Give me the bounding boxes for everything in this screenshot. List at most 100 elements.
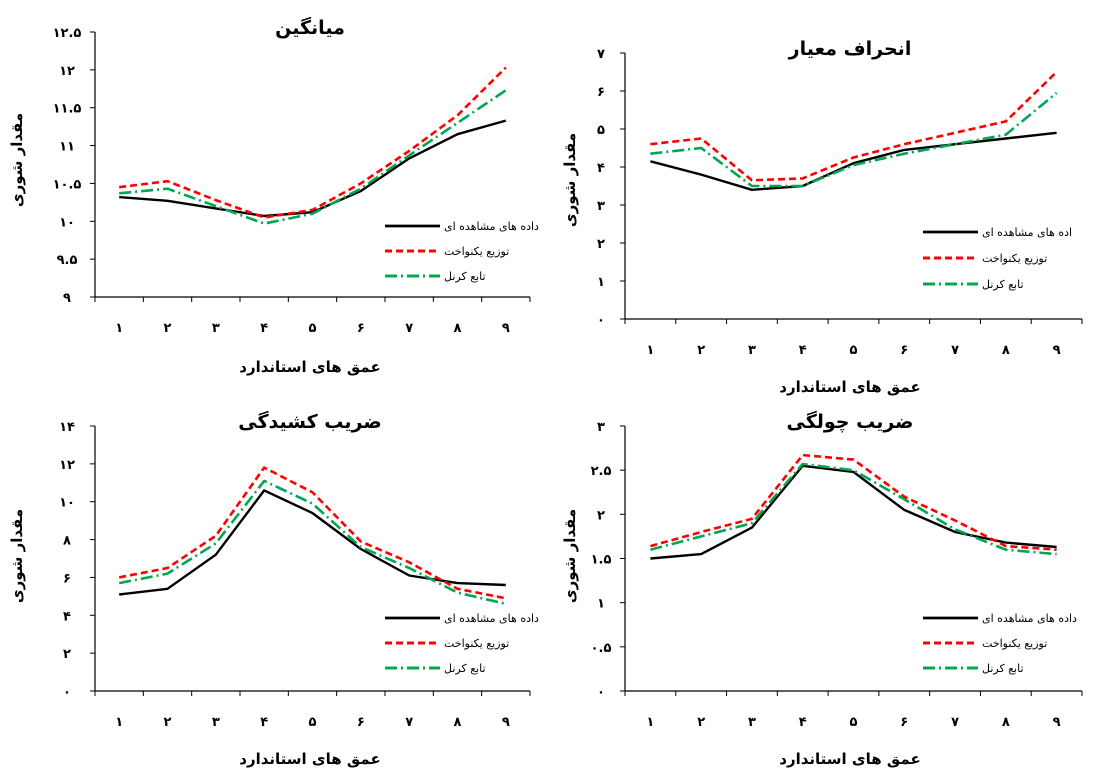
x-tick-label: ۷ [951, 715, 959, 730]
y-tick-label: ۲ [597, 237, 605, 252]
x-tick-label: ۹ [502, 321, 510, 336]
x-axis-label: عمق های استاندارد [239, 358, 380, 376]
x-tick-label: ۹ [1053, 715, 1061, 730]
y-tick-label: ۴ [63, 609, 71, 624]
legend-label-3: تابع کرنل [982, 662, 1024, 675]
legend-label-3: تابع کرنل [444, 270, 486, 283]
x-tick-label: ۶ [357, 715, 365, 730]
y-tick-label: ۲.۵ [591, 464, 612, 479]
x-tick-label: ۲ [697, 715, 705, 730]
series-line-3 [119, 481, 506, 604]
legend-label-1: داده های مشاهده ای [982, 612, 1077, 625]
legend-label-1: اده های مشاهده ای [982, 226, 1072, 239]
x-tick-label: ۸ [454, 321, 462, 336]
legend: داده های مشاهده ای توزیع یکنواخت تابع کرنل [923, 612, 1077, 675]
x-tick-label: ۹ [502, 715, 510, 730]
y-tick-label: ۱۰ [59, 496, 75, 511]
x-tick-label: ۶ [900, 343, 908, 358]
chart-title: ضریب چولگی [786, 410, 913, 433]
y-tick-label: ۰ [597, 685, 605, 700]
series-line-2 [650, 455, 1056, 550]
x-tick-label: ۲ [697, 343, 705, 358]
series-line-3 [119, 90, 506, 223]
legend-label-2: توزیع یکنواخت [444, 245, 509, 258]
series-line-1 [119, 490, 506, 594]
y-tick-label: ۱۲ [59, 458, 75, 473]
series-line-1 [119, 121, 506, 216]
y-tick-label: ۱.۵ [591, 553, 612, 568]
legend-label-1: داده های مشاهده ای [444, 220, 539, 233]
x-axis-label: عمق های استاندارد [779, 750, 920, 768]
x-tick-label: ۸ [454, 715, 462, 730]
legend-label-3: تابع کرنل [444, 662, 486, 675]
y-tick-label: ۷ [597, 47, 605, 62]
legend: اده های مشاهده ای توزیع یکنواخت تابع کرنل [923, 226, 1072, 291]
y-tick-label: ۲ [597, 508, 605, 523]
x-tick-label: ۳ [212, 321, 220, 336]
y-tick-label: ۱ [597, 597, 605, 612]
series-line-2 [119, 68, 506, 218]
chart-title: میانگین [275, 16, 345, 39]
series-line-1 [650, 133, 1056, 190]
y-tick-label: ۱۰ [59, 215, 75, 230]
y-tick-label: ۹ [63, 291, 71, 306]
x-tick-label: ۲ [164, 321, 172, 336]
series-line-2 [119, 468, 506, 599]
x-tick-label: ۸ [1002, 715, 1010, 730]
x-tick-label: ۴ [799, 343, 807, 358]
y-axis-label: مقدار شوری [8, 113, 26, 207]
chart-title: ضریب کشیدگی [238, 410, 381, 433]
x-tick-label: ۶ [357, 321, 365, 336]
x-tick-label: ۷ [405, 715, 413, 730]
y-tick-label: ۶ [597, 85, 605, 100]
x-tick-label: ۳ [212, 715, 220, 730]
y-tick-label: ۱۴ [59, 420, 75, 435]
x-tick-label: ۱ [646, 343, 654, 358]
legend-label-1: داده های مشاهده ای [444, 612, 539, 625]
x-tick-label: ۸ [1002, 343, 1010, 358]
x-tick-label: ۵ [309, 715, 317, 730]
y-tick-label: ۸ [63, 534, 71, 549]
x-tick-label: ۵ [850, 715, 858, 730]
y-tick-label: ۴ [597, 161, 605, 176]
legend-label-2: توزیع یکنواخت [982, 252, 1047, 265]
legend: داده های مشاهده ای توزیع یکنواخت تابع کرنل [385, 612, 539, 675]
x-tick-label: ۴ [260, 715, 268, 730]
y-tick-label: ۱۲ [59, 64, 75, 79]
y-tick-label: ۱۲.۵ [53, 26, 82, 41]
y-axis-label: مقدار شوری [561, 509, 579, 603]
y-axis-label: مقدار شوری [8, 509, 26, 603]
x-tick-label: ۵ [309, 321, 317, 336]
x-tick-label: ۷ [405, 321, 413, 336]
y-tick-label: ۰ [597, 313, 605, 328]
legend-label-3: تابع کرنل [982, 278, 1024, 291]
x-axis-label: عمق های استاندارد [779, 378, 920, 396]
x-tick-label: ۱ [115, 715, 123, 730]
x-tick-label: ۵ [850, 343, 858, 358]
y-tick-label: ۲ [63, 647, 71, 662]
series-line-1 [650, 466, 1056, 559]
y-tick-label: ۱۱.۵ [53, 102, 82, 117]
y-tick-label: ۹.۵ [57, 253, 78, 268]
x-tick-label: ۱ [115, 321, 123, 336]
y-tick-label: ۳ [597, 199, 605, 214]
y-tick-label: ۱ [597, 275, 605, 290]
x-tick-label: ۷ [951, 343, 959, 358]
y-tick-label: ۶ [63, 571, 71, 586]
x-tick-label: ۴ [799, 715, 807, 730]
legend-label-2: توزیع یکنواخت [444, 637, 509, 650]
y-tick-label: ۵ [597, 123, 605, 138]
legend: داده های مشاهده ای توزیع یکنواخت تابع کرنل [385, 220, 539, 283]
x-tick-label: ۶ [900, 715, 908, 730]
y-axis-label: مقدار شوری [561, 133, 579, 227]
x-axis-label: عمق های استاندارد [239, 750, 380, 768]
x-tick-label: ۴ [260, 321, 268, 336]
legend-label-2: توزیع یکنواخت [982, 637, 1047, 650]
x-tick-label: ۱ [646, 715, 654, 730]
